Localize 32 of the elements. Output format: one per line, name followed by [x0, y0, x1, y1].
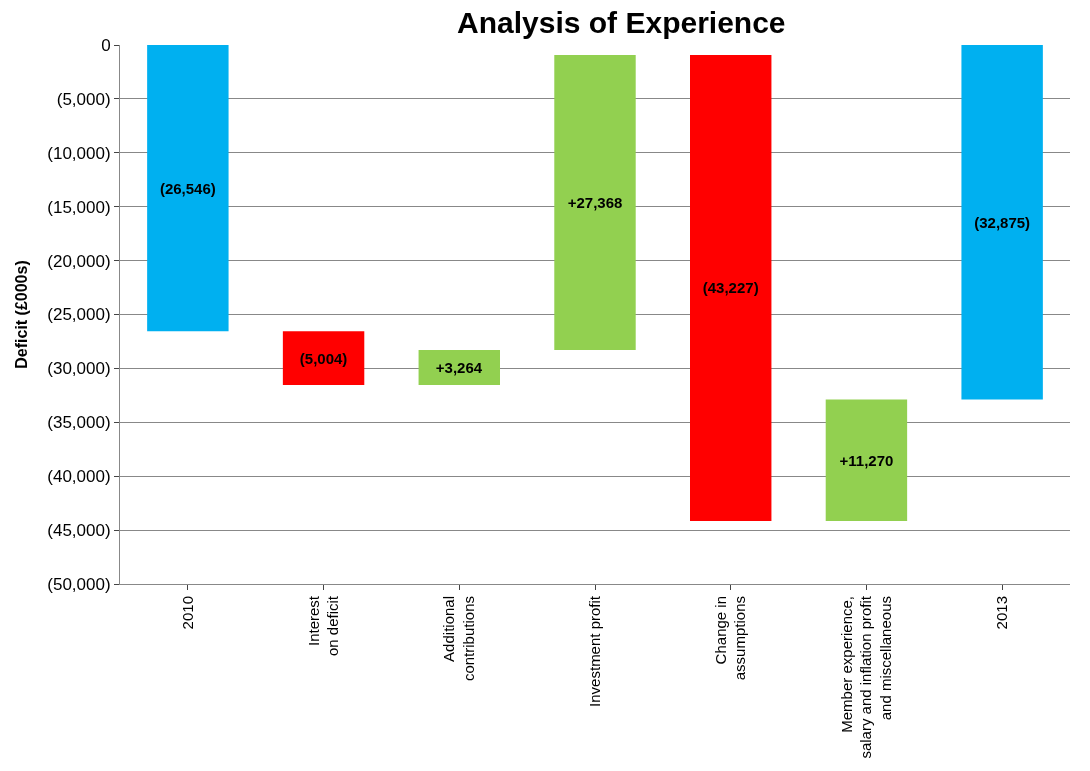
- data-label: +3,264: [435, 359, 483, 377]
- bar: [825, 399, 908, 521]
- data-label: +11,270: [839, 451, 894, 469]
- data-label: (5,004): [299, 349, 348, 367]
- y-tick-label: (35,000): [47, 413, 111, 433]
- bar: [554, 54, 636, 350]
- y-tick-label: 0: [101, 35, 111, 55]
- y-tick-label: (50,000): [47, 574, 111, 594]
- data-label: (43,227): [702, 279, 759, 297]
- chart-title: Analysis of Experience: [457, 5, 786, 39]
- bar: [282, 331, 365, 386]
- y-tick-label: (25,000): [47, 305, 111, 325]
- x-tick-label: Additional contributions: [440, 596, 477, 682]
- x-tick-label: 2013: [993, 596, 1011, 630]
- data-label: (26,546): [159, 179, 216, 197]
- bar: [961, 45, 1043, 400]
- y-axis-title: Deficit (£000s): [13, 260, 31, 369]
- y-tick-label: (40,000): [47, 467, 111, 487]
- y-tick-label: (45,000): [47, 521, 111, 541]
- bar: [690, 54, 772, 521]
- bar: [147, 45, 229, 332]
- data-label: (32,875): [974, 213, 1031, 231]
- x-tick-label: 2010: [178, 596, 196, 630]
- x-tick-label: Change in assumptions: [711, 596, 749, 681]
- y-tick-label: (20,000): [47, 251, 111, 271]
- x-tick-label: Investment profit: [585, 595, 603, 707]
- y-tick-label: (5,000): [56, 89, 111, 109]
- x-tick-label: Interest on deficit: [304, 595, 342, 657]
- y-tick-label: (30,000): [47, 359, 111, 379]
- data-label: +27,368: [567, 193, 623, 211]
- y-tick-label: (10,000): [47, 143, 111, 163]
- y-tick-label: (15,000): [47, 197, 111, 217]
